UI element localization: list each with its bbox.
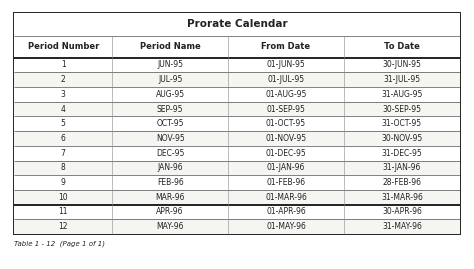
Text: 31-MAR-96: 31-MAR-96 <box>381 193 423 202</box>
Text: 10: 10 <box>58 193 68 202</box>
Text: NOV-95: NOV-95 <box>156 134 184 143</box>
Text: From Date: From Date <box>262 42 310 51</box>
Bar <box>14 116 460 131</box>
Text: 28-FEB-96: 28-FEB-96 <box>383 178 421 187</box>
Bar <box>14 131 460 146</box>
Text: Table 1 - 12  (Page 1 of 1): Table 1 - 12 (Page 1 of 1) <box>14 241 105 247</box>
Text: 31-JAN-96: 31-JAN-96 <box>383 163 421 172</box>
Text: 11: 11 <box>58 207 68 217</box>
Bar <box>14 13 460 36</box>
Text: 01-NOV-95: 01-NOV-95 <box>265 134 307 143</box>
Text: Prorate Calendar: Prorate Calendar <box>187 19 287 30</box>
Bar <box>14 36 460 58</box>
Text: 01-JAN-96: 01-JAN-96 <box>267 163 305 172</box>
Text: FEB-96: FEB-96 <box>157 178 183 187</box>
Bar <box>14 190 460 205</box>
Text: JUL-95: JUL-95 <box>158 75 182 84</box>
Text: MAY-96: MAY-96 <box>156 222 184 231</box>
Bar <box>14 219 460 234</box>
Text: 1: 1 <box>61 61 65 69</box>
Text: 4: 4 <box>61 105 66 114</box>
Text: 01-JUN-95: 01-JUN-95 <box>267 61 305 69</box>
Text: 8: 8 <box>61 163 65 172</box>
Text: 6: 6 <box>61 134 66 143</box>
Text: 01-JUL-95: 01-JUL-95 <box>267 75 305 84</box>
Text: 01-FEB-96: 01-FEB-96 <box>266 178 306 187</box>
Bar <box>14 175 460 190</box>
Text: 01-SEP-95: 01-SEP-95 <box>266 105 305 114</box>
Text: 01-MAR-96: 01-MAR-96 <box>265 193 307 202</box>
Text: 7: 7 <box>61 149 66 158</box>
Text: 30-NOV-95: 30-NOV-95 <box>381 134 422 143</box>
Text: 31-DEC-95: 31-DEC-95 <box>382 149 422 158</box>
Text: 2: 2 <box>61 75 65 84</box>
Text: 01-OCT-95: 01-OCT-95 <box>266 119 306 128</box>
Text: 3: 3 <box>61 90 66 99</box>
Text: APR-96: APR-96 <box>156 207 184 217</box>
Text: 01-APR-96: 01-APR-96 <box>266 207 306 217</box>
Bar <box>14 72 460 87</box>
Text: 30-JUN-95: 30-JUN-95 <box>383 61 421 69</box>
Text: 31-OCT-95: 31-OCT-95 <box>382 119 422 128</box>
Bar <box>14 58 460 72</box>
Text: OCT-95: OCT-95 <box>156 119 184 128</box>
Text: SEP-95: SEP-95 <box>157 105 183 114</box>
Text: Period Number: Period Number <box>27 42 99 51</box>
Bar <box>14 13 460 234</box>
Text: AUG-95: AUG-95 <box>155 90 185 99</box>
Text: 01-MAY-96: 01-MAY-96 <box>266 222 306 231</box>
Text: 31-AUG-95: 31-AUG-95 <box>381 90 422 99</box>
Bar <box>14 205 460 219</box>
Bar <box>14 161 460 175</box>
Text: 12: 12 <box>58 222 68 231</box>
Text: To Date: To Date <box>384 42 420 51</box>
Text: 01-DEC-95: 01-DEC-95 <box>265 149 306 158</box>
Text: 9: 9 <box>61 178 66 187</box>
Text: 30-SEP-95: 30-SEP-95 <box>383 105 421 114</box>
Text: 01-AUG-95: 01-AUG-95 <box>265 90 307 99</box>
Text: MAR-96: MAR-96 <box>155 193 185 202</box>
Text: 31-JUL-95: 31-JUL-95 <box>383 75 420 84</box>
Text: 31-MAY-96: 31-MAY-96 <box>382 222 422 231</box>
Text: JAN-96: JAN-96 <box>157 163 183 172</box>
Text: JUN-95: JUN-95 <box>157 61 183 69</box>
Text: 30-APR-96: 30-APR-96 <box>382 207 422 217</box>
Bar <box>14 87 460 102</box>
Bar <box>14 102 460 116</box>
Text: DEC-95: DEC-95 <box>156 149 184 158</box>
Text: Period Name: Period Name <box>140 42 201 51</box>
Text: 5: 5 <box>61 119 66 128</box>
Bar <box>14 146 460 161</box>
